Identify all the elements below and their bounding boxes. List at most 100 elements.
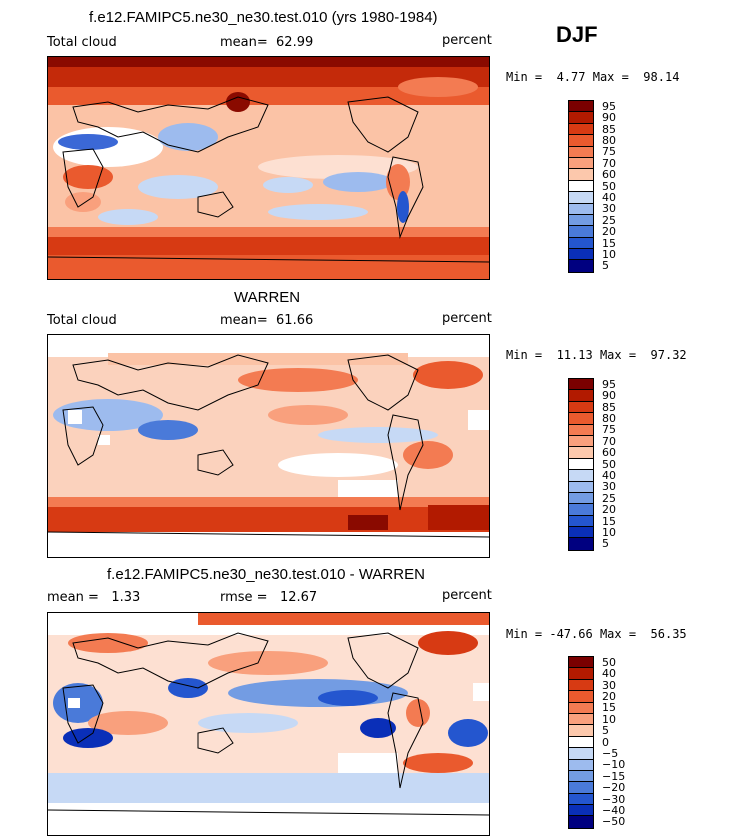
colorbar-swatch bbox=[569, 492, 593, 505]
colorbar-swatch bbox=[569, 504, 593, 516]
colorbar-level-label: 95 bbox=[602, 377, 616, 391]
panel-3-min-max: Min = -47.66 Max = 56.35 bbox=[506, 627, 687, 641]
colorbar-swatch bbox=[569, 691, 593, 703]
colorbar-swatch bbox=[569, 260, 593, 272]
colorbar-level-label: 0 bbox=[602, 735, 609, 749]
colorbar-level-label: 20 bbox=[602, 503, 616, 517]
colorbar-swatch bbox=[569, 748, 593, 760]
colorbar-level-label: 70 bbox=[602, 434, 616, 448]
panel-3-units: percent bbox=[442, 588, 492, 603]
panel-3-min-value: -47.66 bbox=[549, 627, 593, 641]
colorbar-swatch bbox=[569, 192, 593, 204]
colorbar-swatch bbox=[569, 527, 593, 539]
colorbar-level-label: −10 bbox=[602, 758, 626, 772]
colorbar-swatch bbox=[569, 101, 593, 113]
colorbar-swatch bbox=[569, 770, 593, 783]
colorbar-level-label: −40 bbox=[602, 803, 626, 817]
colorbar-level-label: 60 bbox=[602, 168, 616, 182]
colorbar-level-label: 50 bbox=[602, 457, 616, 471]
colorbar-swatch bbox=[569, 390, 593, 402]
panel-1-variable-label: Total cloud bbox=[47, 35, 117, 50]
colorbar-level-label: 85 bbox=[602, 400, 616, 414]
panel-2-units: percent bbox=[442, 311, 492, 326]
colorbar-level-label: 50 bbox=[602, 655, 616, 669]
colorbar-level-label: −30 bbox=[602, 792, 626, 806]
panel-3-mean-value: 1.33 bbox=[111, 590, 141, 605]
colorbar-level-label: 95 bbox=[602, 99, 616, 113]
colorbar-level-label: 10 bbox=[602, 247, 616, 261]
colorbar-level-label: 30 bbox=[602, 678, 616, 692]
colorbar-swatch bbox=[569, 759, 593, 771]
colorbar-swatch bbox=[569, 123, 593, 136]
colorbar-level-label: 25 bbox=[602, 213, 616, 227]
colorbar-swatch bbox=[569, 249, 593, 261]
colorbar-level-label: 30 bbox=[602, 202, 616, 216]
panel-3-colorbar: 50 40 30 20 15 10 5 0 −5 −10 −15 −20 −30 −40 −50 bbox=[568, 656, 625, 829]
colorbar-swatch bbox=[569, 180, 593, 193]
colorbar-level-label: 5 bbox=[602, 259, 609, 273]
colorbar-swatch bbox=[569, 470, 593, 482]
colorbar-swatch bbox=[569, 447, 593, 459]
colorbar-swatch bbox=[569, 112, 593, 124]
colorbar-level-label: 50 bbox=[602, 179, 616, 193]
colorbar-level-label: 90 bbox=[602, 389, 616, 403]
colorbar-swatch bbox=[569, 226, 593, 238]
colorbar-level-label: −5 bbox=[602, 746, 619, 760]
colorbar-level-label: 80 bbox=[602, 411, 616, 425]
colorbar-level-label: 30 bbox=[602, 480, 616, 494]
panel-3-mean-label: mean = 1.33 bbox=[47, 590, 141, 605]
panel-2-max-value: 97.32 bbox=[650, 348, 687, 362]
colorbar-level-label: 90 bbox=[602, 111, 616, 125]
panel-2-variable-label: Total cloud bbox=[47, 313, 117, 328]
colorbar-level-label: 40 bbox=[602, 667, 616, 681]
colorbar-level-label: 40 bbox=[602, 190, 616, 204]
panel-2-min-value: 11.13 bbox=[556, 348, 593, 362]
season-label: DJF bbox=[556, 22, 598, 47]
panel-2-mean-label: mean= 61.66 bbox=[220, 313, 314, 328]
colorbar-swatch bbox=[569, 782, 593, 794]
colorbar-level-label: 60 bbox=[602, 446, 616, 460]
colorbar-level-label: 10 bbox=[602, 712, 616, 726]
colorbar-swatch bbox=[569, 424, 593, 436]
panel-1-max-value: 98.14 bbox=[643, 70, 680, 84]
colorbar-level-label: 20 bbox=[602, 225, 616, 239]
colorbar-swatch bbox=[569, 146, 593, 158]
colorbar-swatch bbox=[569, 713, 593, 726]
panel-2-min-max: Min = 11.13 Max = 97.32 bbox=[506, 348, 687, 362]
panel-1-min-value: 4.77 bbox=[556, 70, 586, 84]
colorbar-swatch bbox=[569, 135, 593, 147]
colorbar-swatch bbox=[569, 515, 593, 528]
colorbar-swatch bbox=[569, 458, 593, 471]
colorbar-level-label: −15 bbox=[602, 769, 626, 783]
panel-1-min-max: Min = 4.77 Max = 98.14 bbox=[506, 70, 680, 84]
colorbar-level-label: 15 bbox=[602, 701, 616, 715]
colorbar-swatch bbox=[569, 679, 593, 692]
panel-3-map bbox=[47, 612, 490, 836]
colorbar-swatch bbox=[569, 237, 593, 250]
colorbar-swatch bbox=[569, 805, 593, 817]
panel-2-mean-value: 61.66 bbox=[276, 313, 314, 328]
colorbar-level-label: 15 bbox=[602, 514, 616, 528]
colorbar-swatch bbox=[569, 702, 593, 714]
colorbar-level-label: 5 bbox=[602, 537, 609, 551]
colorbar-level-label: 20 bbox=[602, 689, 616, 703]
colorbar-level-label: 10 bbox=[602, 525, 616, 539]
colorbar-swatch bbox=[569, 435, 593, 448]
colorbar-swatch bbox=[569, 668, 593, 680]
panel-1-mean-value: 62.99 bbox=[276, 35, 314, 50]
colorbar-swatch bbox=[569, 816, 593, 828]
panel-3-rmse-value: 12.67 bbox=[279, 590, 318, 605]
colorbar-level-label: 85 bbox=[602, 122, 616, 136]
colorbar-swatch bbox=[569, 481, 593, 493]
panel-3-title: f.e12.FAMIPC5.ne30_ne30.test.010 - WARRE… bbox=[107, 566, 425, 583]
colorbar-level-label: −20 bbox=[602, 781, 626, 795]
colorbar-level-label: 5 bbox=[602, 724, 609, 738]
colorbar-swatch bbox=[569, 214, 593, 227]
colorbar-swatch bbox=[569, 538, 593, 550]
colorbar-swatch bbox=[569, 157, 593, 170]
panel-1-title: f.e12.FAMIPC5.ne30_ne30.test.010 (yrs 19… bbox=[89, 9, 438, 26]
colorbar-swatch bbox=[569, 203, 593, 215]
panel-2-colorbar: 95 90 85 80 75 70 60 50 40 30 25 20 15 10 5 bbox=[568, 378, 616, 551]
colorbar-level-label: 15 bbox=[602, 236, 616, 250]
colorbar-level-label: 80 bbox=[602, 133, 616, 147]
